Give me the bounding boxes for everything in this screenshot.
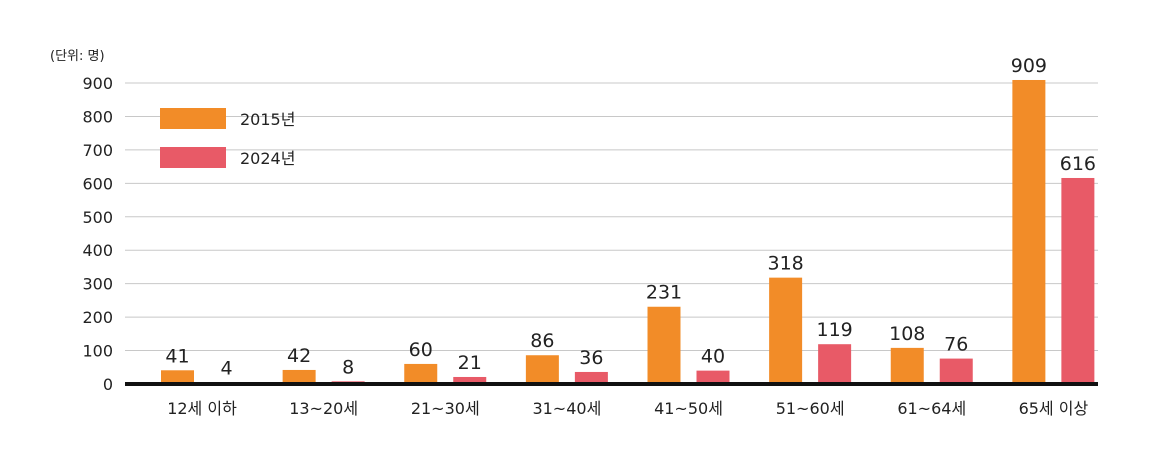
x-category-label: 12세 이하 [167, 399, 237, 418]
x-axis-categories: 12세 이하 13~20세 21~30세 31~40세 41~50세 51~60세 61~6… [167, 399, 1088, 418]
x-category-label: 65세 이상 [1019, 399, 1089, 418]
bar-2024 [1061, 177, 1095, 384]
y-tick-label: 100 [82, 342, 113, 361]
gridlines [125, 82, 1098, 352]
bar-2024 [574, 371, 608, 384]
x-category-label: 41~50세 [654, 399, 723, 418]
bar-2015 [282, 369, 316, 384]
y-tick-label: 300 [82, 275, 113, 294]
y-tick-label: 800 [82, 107, 113, 126]
bar-2015 [161, 370, 194, 384]
legend-label-2024: 2024년 [240, 149, 295, 168]
y-tick-label: 500 [82, 208, 113, 227]
data-label: 318 [767, 253, 803, 275]
y-tick-label: 600 [82, 174, 113, 193]
bar-2024 [453, 376, 487, 384]
data-label: 8 [342, 356, 354, 378]
x-category-label: 51~60세 [776, 399, 845, 418]
bar-2015 [1012, 79, 1046, 385]
data-label: 616 [1060, 153, 1096, 175]
legend-label-2015: 2015년 [240, 110, 295, 129]
legend: 2015년 2024년 [160, 108, 295, 168]
data-label: 4 [220, 358, 232, 380]
y-tick-label: 200 [82, 308, 113, 327]
bar-2015 [769, 277, 803, 384]
y-tick-label: 700 [82, 141, 113, 160]
data-label: 60 [409, 339, 433, 361]
data-label: 76 [944, 334, 968, 356]
x-category-label: 13~20세 [289, 399, 358, 418]
x-category-label: 61~64세 [897, 399, 966, 418]
bar-2024 [696, 370, 730, 384]
data-label: 41 [165, 345, 189, 367]
data-label: 909 [1011, 55, 1047, 77]
legend-swatch-2015 [160, 108, 226, 129]
data-label: 119 [816, 319, 852, 341]
data-labels: 41 4 42 8 60 21 86 36 231 40 318 119 108 76 909 616 [165, 55, 1096, 380]
legend-swatch-2024 [160, 147, 226, 168]
y-tick-label: 900 [82, 74, 113, 93]
data-label: 42 [287, 345, 311, 367]
bars [161, 79, 1095, 385]
data-label: 108 [889, 323, 925, 345]
bar-2024 [818, 344, 852, 384]
bar-2015 [404, 363, 438, 384]
bar-2015 [647, 306, 681, 384]
x-category-label: 21~30세 [411, 399, 480, 418]
bar-2024 [939, 358, 973, 384]
y-axis-ticks: 0 100 200 300 400 500 600 700 800 900 [82, 74, 113, 394]
y-tick-label: 0 [103, 375, 113, 394]
data-label: 40 [701, 346, 725, 368]
bar-2015 [890, 347, 924, 384]
data-label: 21 [458, 352, 482, 374]
bar-2015 [525, 355, 559, 384]
data-label: 36 [579, 347, 603, 369]
x-category-label: 31~40세 [532, 399, 601, 418]
data-label: 86 [530, 330, 554, 352]
y-tick-label: 400 [82, 241, 113, 260]
data-label: 231 [646, 282, 682, 304]
unit-label: (단위: 명) [50, 49, 105, 64]
